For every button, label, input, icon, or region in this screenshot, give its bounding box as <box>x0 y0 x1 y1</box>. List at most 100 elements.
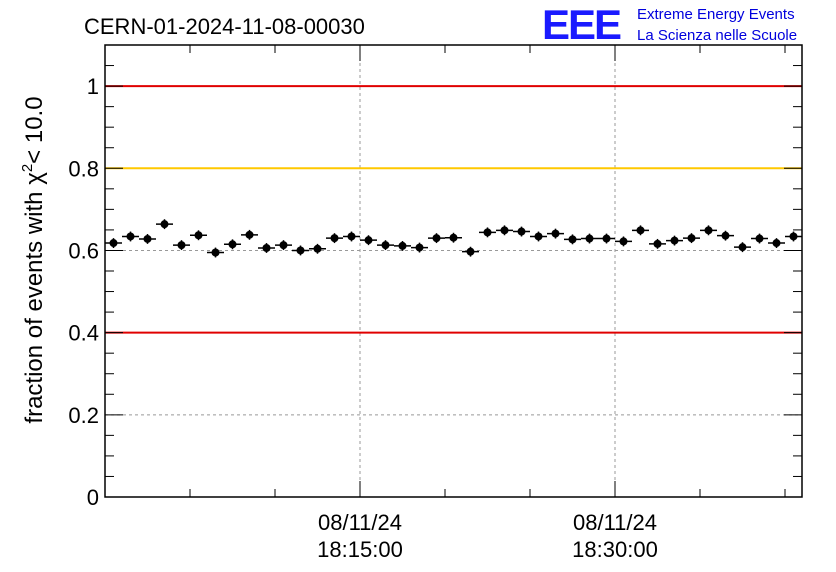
point-marker <box>755 234 764 243</box>
x-tick-label-time: 18:15:00 <box>317 537 403 562</box>
point-marker <box>228 240 237 249</box>
data-point <box>377 240 394 251</box>
x-tick-label-time: 18:30:00 <box>572 537 658 562</box>
x-tick-label-date: 08/11/24 <box>573 510 657 535</box>
point-marker <box>126 232 135 241</box>
point-marker <box>262 243 271 252</box>
data-point <box>530 231 547 242</box>
data-point <box>139 234 156 244</box>
eee-logo: EEE Extreme Energy Events La Scienza nel… <box>542 1 797 48</box>
y-tick-label: 0 <box>87 485 99 510</box>
point-marker <box>313 244 322 253</box>
point-marker <box>602 234 611 243</box>
data-point <box>700 225 717 236</box>
data-point <box>428 233 445 244</box>
data-point <box>241 229 258 240</box>
point-marker <box>347 232 356 241</box>
data-point <box>768 238 785 248</box>
point-marker <box>109 239 118 248</box>
data-point <box>598 233 615 244</box>
data-point <box>785 231 802 242</box>
data-point <box>479 227 496 238</box>
reference-lines <box>105 85 802 334</box>
tick-labels: 00.20.40.60.8108/11/2418:15:0008/11/2418… <box>68 74 657 562</box>
point-marker <box>568 235 577 244</box>
y-tick-label: 1 <box>87 74 99 99</box>
data-point <box>122 231 139 242</box>
point-marker <box>211 248 220 257</box>
data-point <box>343 231 360 242</box>
data-point <box>309 243 326 254</box>
point-marker <box>704 226 713 235</box>
data-point <box>615 236 632 247</box>
point-marker <box>177 241 186 250</box>
data-point <box>632 225 649 236</box>
data-point <box>513 226 530 237</box>
data-point <box>394 241 411 251</box>
eee-logo-mark: EEE <box>542 1 621 48</box>
chart-title: CERN-01-2024-11-08-00030 <box>84 14 365 39</box>
eee-logo-line1: Extreme Energy Events <box>637 6 795 23</box>
point-marker <box>398 241 407 250</box>
data-point <box>717 230 734 241</box>
data-point <box>224 239 241 250</box>
data-point <box>258 243 275 253</box>
point-marker <box>738 243 747 252</box>
point-marker <box>415 243 424 252</box>
point-marker <box>143 234 152 243</box>
data-point <box>547 228 564 239</box>
point-marker <box>517 227 526 236</box>
data-point <box>683 233 700 244</box>
data-point <box>751 233 768 244</box>
point-marker <box>364 236 373 245</box>
point-marker <box>619 237 628 246</box>
data-point <box>292 245 309 256</box>
point-marker <box>245 230 254 239</box>
data-point <box>360 235 377 246</box>
data-point <box>445 232 462 243</box>
data-point <box>496 225 513 236</box>
grid-lines <box>105 45 802 497</box>
data-point <box>666 235 683 246</box>
axes <box>104 44 803 498</box>
y-axis-label: fraction of events with χ2< 10.0 <box>19 96 48 423</box>
x-tick-label-date: 08/11/24 <box>318 510 402 535</box>
point-marker <box>534 232 543 241</box>
point-marker <box>585 234 594 243</box>
point-marker <box>636 226 645 235</box>
point-marker <box>772 239 781 248</box>
data-point <box>734 242 751 253</box>
y-tick-label: 0.4 <box>68 321 99 346</box>
y-tick-label: 0.6 <box>68 238 99 263</box>
point-marker <box>483 228 492 237</box>
y-tick-label: 0.8 <box>68 156 99 181</box>
plot-frame <box>104 44 803 498</box>
data-point <box>581 233 598 244</box>
point-marker <box>296 246 305 255</box>
eee-logo-line2: La Scienza nelle Scuole <box>637 27 797 44</box>
point-marker <box>279 241 288 250</box>
data-point <box>173 240 190 251</box>
data-point <box>207 247 224 258</box>
data-point <box>462 246 479 257</box>
y-tick-label: 0.2 <box>68 403 99 428</box>
point-marker <box>653 239 662 248</box>
data-point <box>326 233 343 244</box>
data-point <box>564 234 581 245</box>
point-marker <box>160 220 169 229</box>
data-point <box>411 242 428 253</box>
point-marker <box>381 241 390 250</box>
data-point <box>649 238 666 249</box>
point-marker <box>194 231 203 240</box>
data-points <box>105 219 802 258</box>
point-marker <box>789 232 798 241</box>
point-marker <box>449 233 458 242</box>
data-point <box>105 238 122 248</box>
point-marker <box>330 234 339 243</box>
point-marker <box>687 234 696 243</box>
point-marker <box>466 247 475 256</box>
data-point <box>156 219 173 230</box>
point-marker <box>670 236 679 245</box>
data-point <box>190 230 207 241</box>
